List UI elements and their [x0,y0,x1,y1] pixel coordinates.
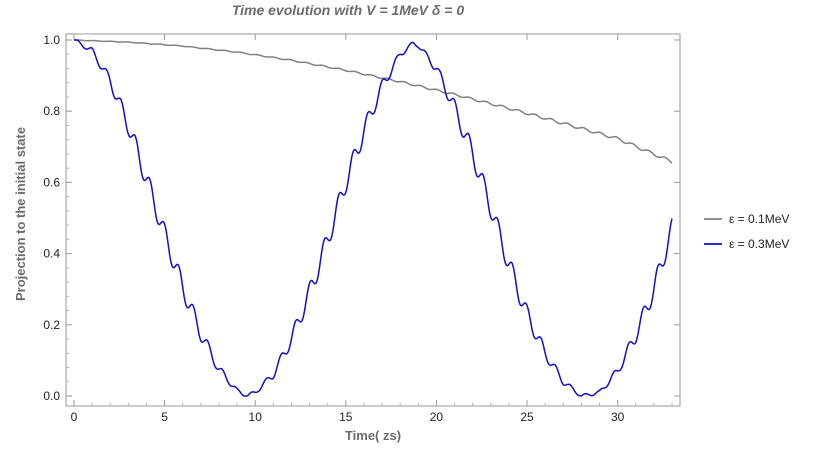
x-tick-label: 10 [249,410,263,424]
legend-label: ε = 0.3MeV [729,237,789,251]
series-line-1 [74,39,673,164]
legend-label: ε = 0.1MeV [729,212,789,226]
plot-frame [65,33,681,407]
chart-title: Time evolution with V = 1MeV δ = 0 [232,2,465,18]
y-tick-label: 0.0 [43,389,60,403]
y-tick-label: 0.8 [43,104,60,118]
x-tick-label: 15 [339,410,353,424]
y-tick-label: 0.2 [43,318,60,332]
x-tick-label: 0 [71,410,78,424]
x-tick-label: 25 [520,410,534,424]
series-line-2 [74,39,673,397]
y-axis-label: Projection to the initial state [13,127,28,301]
axis-ticks: 0 5 10 15 20 25 30 0.0 0.2 0.4 0.6 0.8 1.0 [43,33,680,424]
x-tick-label: 5 [161,410,168,424]
x-tick-label: 30 [611,410,625,424]
x-tick-label: 20 [430,410,444,424]
y-tick-label: 0.4 [43,247,60,261]
y-tick-label: 0.6 [43,175,60,189]
series-layer [74,39,673,397]
legend: ε = 0.1MeV ε = 0.3MeV [704,212,789,251]
y-tick-label: 1.0 [43,33,60,47]
x-axis-label: Time( zs) [345,428,401,443]
